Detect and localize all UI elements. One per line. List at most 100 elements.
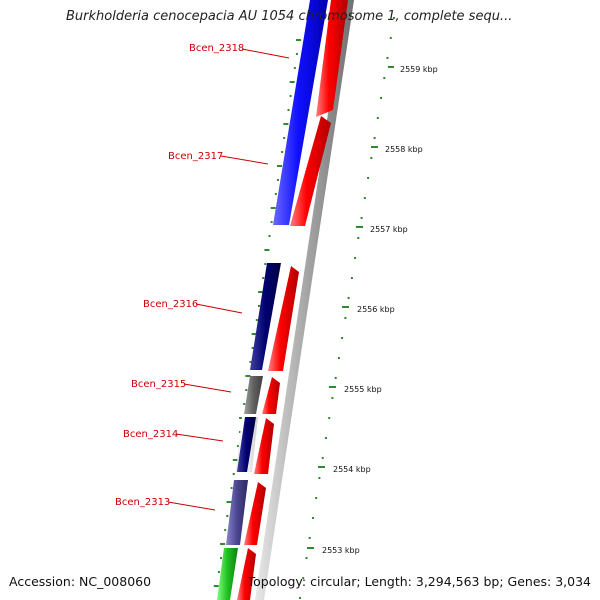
scale-minor-tick — [324, 437, 327, 439]
gene-labels: Bcen_2318 Bcen_2317 Bcen_2316 Bcen_2315 … — [115, 43, 244, 508]
inner-minor-tick — [245, 375, 251, 377]
inner-minor-tick — [274, 193, 277, 195]
topology-text: Topology: circular; Length: 3,294,563 bp… — [247, 574, 591, 589]
cds-bcen-2318[interactable] — [273, 0, 328, 225]
inner-minor-tick — [213, 585, 219, 587]
inner-minor-tick — [232, 459, 238, 461]
gene-label-bcen-2317[interactable]: Bcen_2317 — [168, 151, 223, 162]
cds-forward-2317[interactable] — [290, 116, 331, 226]
scale-minor-tick — [354, 257, 357, 259]
scale-minor-tick — [357, 237, 360, 239]
reverse-strand-track — [217, 0, 328, 600]
cds-forward-2318[interactable] — [316, 0, 348, 117]
scale-minor-tick — [389, 37, 392, 39]
scale-label-2558: 2558 kbp — [385, 145, 423, 154]
scale-minor-tick — [302, 577, 305, 579]
inner-minor-tick — [251, 347, 254, 349]
inner-minor-tick — [239, 417, 245, 419]
inner-minor-tick — [287, 109, 290, 111]
scale-minor-tick — [367, 177, 370, 179]
cds-forward-2313[interactable] — [244, 482, 266, 545]
scale-minor-tick — [380, 97, 382, 99]
forward-strand-track — [237, 0, 348, 600]
inner-minor-tick — [264, 249, 270, 251]
inner-minor-tick — [220, 557, 222, 559]
scale-minor-tick — [341, 337, 344, 339]
inner-minor-tick — [270, 221, 273, 223]
scale-label-2554: 2554 kbp — [333, 465, 371, 474]
accession-text: Accession: NC_008060 — [9, 574, 152, 589]
scale-minor-tick — [305, 557, 308, 559]
scale-minor-tick — [308, 537, 311, 539]
cds-forward-2315[interactable] — [262, 377, 280, 414]
inner-minor-tick — [249, 361, 252, 363]
scale-minor-tick — [386, 57, 389, 59]
scale-label-2557: 2557 kbp — [370, 225, 408, 234]
scale-minor-tick — [360, 217, 363, 219]
inner-minor-tick — [217, 571, 220, 573]
scale-major-ticks — [307, 66, 394, 549]
scale-minor-tick — [328, 417, 331, 419]
gene-label-bcen-2315[interactable]: Bcen_2315 — [131, 379, 186, 390]
scale-minor-tick — [299, 597, 301, 599]
scale-minor-tick — [373, 137, 376, 139]
cds-bcen-2316[interactable] — [250, 263, 281, 370]
outer-tick-line — [299, 17, 395, 599]
inner-minor-tick — [295, 53, 298, 55]
scale-label-2556: 2556 kbp — [357, 305, 395, 314]
inner-minor-tick — [289, 81, 295, 83]
scale-minor-tick — [312, 517, 314, 519]
inner-minor-tick — [255, 319, 258, 321]
inner-minor-tick — [258, 305, 260, 307]
gene-label-bcen-2313[interactable]: Bcen_2313 — [115, 497, 170, 508]
inner-minor-tick — [232, 473, 235, 475]
cds-green[interactable] — [217, 548, 238, 600]
gene-label-bcen-2318[interactable]: Bcen_2318 — [189, 43, 244, 54]
inner-minor-tick — [262, 277, 265, 279]
inner-minor-tick — [245, 389, 248, 391]
scale-minor-tick — [331, 397, 334, 399]
inner-minor-tick — [224, 529, 227, 531]
scale-minor-tick — [334, 377, 337, 379]
inner-minor-tick — [293, 67, 296, 69]
cds-bcen-2314[interactable] — [237, 417, 256, 472]
scale-minor-tick — [321, 457, 324, 459]
cds-forward-2316[interactable] — [268, 266, 299, 371]
scale-minor-tick — [347, 297, 350, 299]
genome-backbone — [255, 0, 354, 600]
inner-minor-tick — [268, 235, 271, 237]
scale-minor-tick — [363, 197, 366, 199]
map-title: Burkholderia cenocepacia AU 1054 chromos… — [66, 9, 513, 24]
inner-minor-tick — [239, 431, 241, 433]
inner-minor-tick — [283, 123, 289, 125]
inner-minor-tick — [220, 543, 226, 545]
scale-minor-tick — [344, 317, 347, 319]
gene-label-leaders — [167, 48, 290, 511]
inner-minor-tick — [296, 39, 301, 41]
gene-label-bcen-2316[interactable]: Bcen_2316 — [143, 299, 198, 310]
cds-forward-2314[interactable] — [254, 418, 274, 474]
inner-minor-tick — [283, 137, 286, 139]
cds-forward-next[interactable] — [237, 548, 256, 600]
scale-minor-tick — [376, 117, 379, 119]
inner-minor-tick — [243, 403, 246, 405]
inner-minor-tick — [258, 291, 264, 293]
cds-bcen-2313[interactable] — [226, 480, 248, 545]
inner-minor-tick — [289, 95, 292, 97]
inner-minor-tick — [226, 515, 229, 517]
scale-label-2555: 2555 kbp — [344, 385, 382, 394]
inner-minor-tick — [281, 151, 284, 153]
cds-bcen-2315[interactable] — [244, 376, 263, 414]
scale-minor-tick — [315, 497, 318, 499]
inner-minor-tick — [226, 501, 232, 503]
inner-minor-tick — [236, 445, 239, 447]
gene-label-bcen-2314[interactable]: Bcen_2314 — [123, 429, 178, 440]
inner-minor-tick — [276, 179, 279, 181]
scale-minor-tick — [337, 357, 340, 359]
inner-minor-tick — [264, 263, 267, 265]
scale-minor-tick — [318, 477, 321, 479]
inner-minor-tick — [230, 487, 233, 489]
scale-minor-tick — [393, 17, 395, 19]
